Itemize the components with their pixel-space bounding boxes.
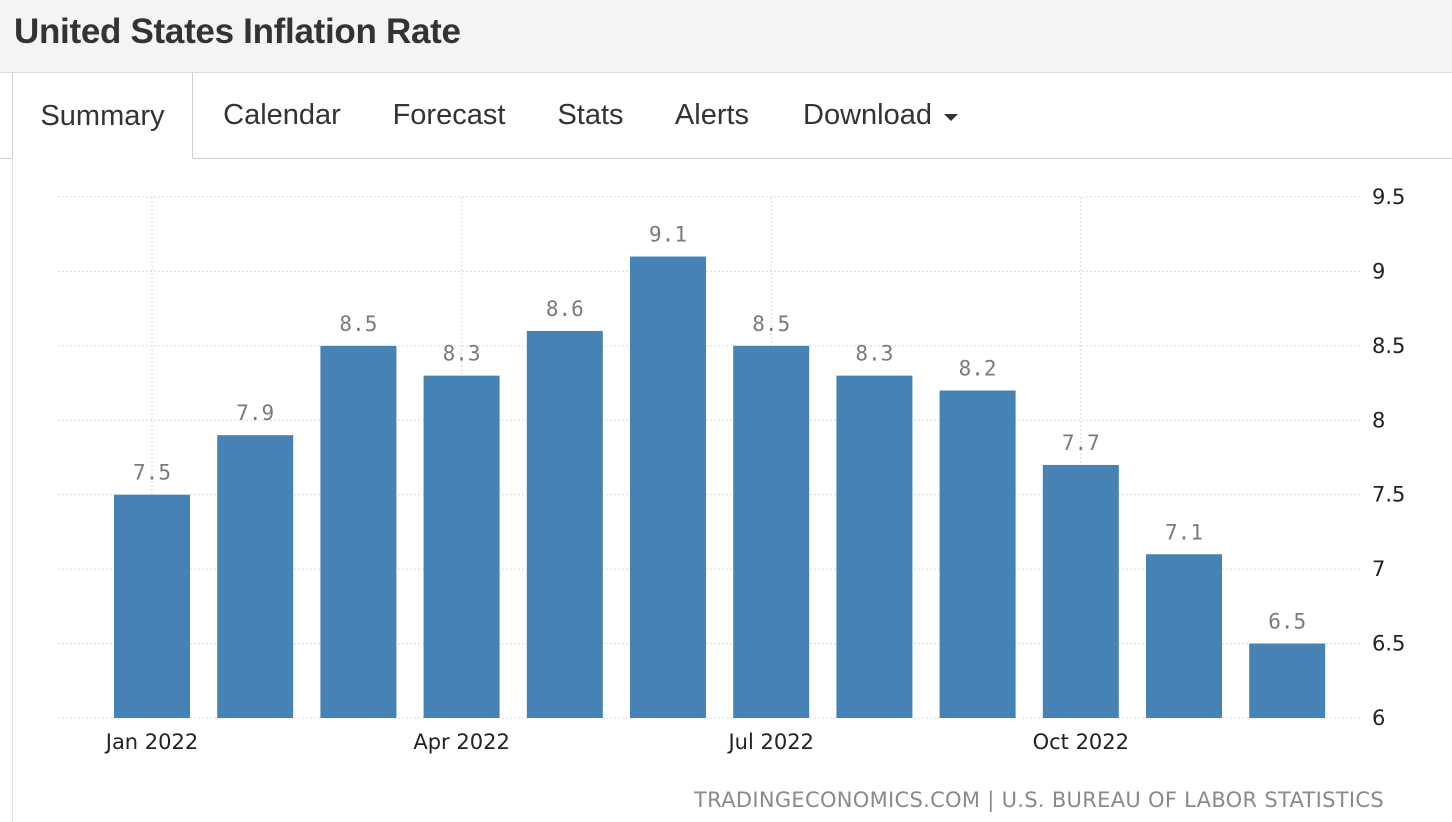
tab-summary[interactable]: Summary <box>12 73 193 159</box>
bar[interactable] <box>114 494 190 718</box>
y-tick-label: 7.5 <box>1372 483 1405 507</box>
tab-stats-label: Stats <box>557 99 624 131</box>
bar[interactable] <box>423 375 500 718</box>
x-tick-label: Apr 2022 <box>413 730 509 754</box>
chart-bar-labels: 7.5 7.9 8.5 8.3 8.6 9.1 8.5 8.3 8.2 7.7 7.1 6.5 <box>133 223 1306 634</box>
bar[interactable] <box>939 390 1016 718</box>
bar-value-label: 8.3 <box>443 342 481 366</box>
y-tick-label: 8 <box>1372 408 1385 432</box>
bar[interactable] <box>836 375 913 718</box>
y-tick-label: 6.5 <box>1372 632 1405 656</box>
tab-bar: Summary Calendar Forecast Stats Alerts D… <box>0 73 1452 159</box>
tab-download[interactable]: Download <box>783 73 978 158</box>
chart-source: TRADINGECONOMICS.COM | U.S. BUREAU OF LA… <box>694 788 1384 812</box>
bar-value-label: 8.5 <box>339 312 377 336</box>
bar[interactable] <box>1249 643 1326 718</box>
bar-value-label: 7.5 <box>133 461 171 485</box>
tab-download-label: Download <box>803 99 932 131</box>
x-tick-label: Jan 2022 <box>104 730 199 754</box>
bar-value-label: 6.5 <box>1268 610 1306 634</box>
tab-summary-label: Summary <box>40 99 165 132</box>
y-tick-label: 7 <box>1372 557 1385 581</box>
y-tick-label: 6 <box>1372 706 1385 730</box>
y-tick-label: 9.5 <box>1372 185 1405 209</box>
page-title: United States Inflation Rate <box>14 12 461 51</box>
bar[interactable] <box>630 256 706 718</box>
tab-calendar[interactable]: Calendar <box>205 73 359 158</box>
tab-alerts-label: Alerts <box>674 99 750 131</box>
content-left-border <box>12 158 13 822</box>
bar-value-label: 9.1 <box>649 223 687 247</box>
chart-x-axis: Jan 2022 Apr 2022 Jul 2022 Oct 2022 <box>104 730 1129 754</box>
bar-value-label: 7.7 <box>1062 431 1100 455</box>
tab-forecast[interactable]: Forecast <box>374 73 524 158</box>
bar-value-label: 8.6 <box>546 297 584 321</box>
bar[interactable] <box>526 330 603 718</box>
x-tick-label: Oct 2022 <box>1033 730 1129 754</box>
x-tick-label: Jul 2022 <box>726 730 813 754</box>
bar-value-label: 7.1 <box>1165 520 1203 544</box>
bar[interactable] <box>733 345 810 718</box>
bar[interactable] <box>1146 554 1222 718</box>
chevron-down-icon <box>943 114 958 121</box>
bar-value-label: 8.5 <box>752 312 790 336</box>
bar-value-label: 8.3 <box>855 342 893 366</box>
y-tick-label: 9 <box>1372 259 1385 283</box>
bar-value-label: 8.2 <box>959 357 997 381</box>
bar[interactable] <box>217 435 294 718</box>
chart-y-axis: 6 6.5 7 7.5 8 8.5 9 9.5 <box>1372 185 1405 730</box>
tab-stats[interactable]: Stats <box>540 73 641 158</box>
bar[interactable] <box>1042 464 1119 718</box>
tab-alerts[interactable]: Alerts <box>658 73 766 158</box>
chart-bars <box>114 256 1326 718</box>
tab-forecast-label: Forecast <box>392 99 506 131</box>
bar[interactable] <box>320 345 397 718</box>
bar-value-label: 7.9 <box>236 401 274 425</box>
page-header: United States Inflation Rate <box>0 0 1452 73</box>
tab-calendar-label: Calendar <box>223 99 341 131</box>
y-tick-label: 8.5 <box>1372 334 1405 358</box>
